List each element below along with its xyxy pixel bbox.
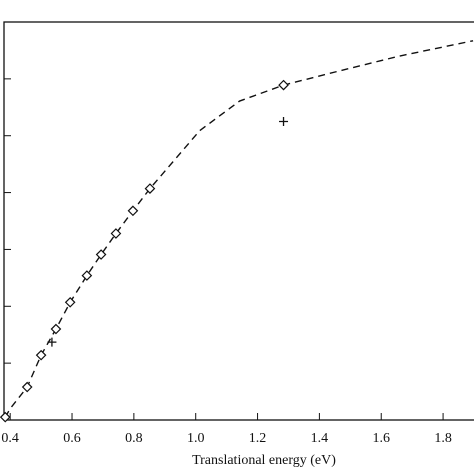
diamond-point [144,183,156,194]
x-tick-label: 0.6 [63,431,81,446]
diamond-point [50,323,62,335]
x-tick-label: 0.8 [125,431,143,446]
x-axis-label: Translational energy (eV) [192,453,336,468]
plot-frame [3,21,474,421]
x-tick-label: 1.0 [187,431,205,446]
plus-point [47,337,57,347]
diamond-point [278,79,289,91]
x-tick-label: 1.6 [372,431,390,446]
x-tick-label: 1.2 [249,431,267,446]
x-tick-label: 0.4 [1,431,19,446]
fit-curve [4,40,474,418]
plus-point [279,117,289,126]
x-tick-label: 1.8 [434,431,452,446]
diamond-point [127,205,139,217]
diamond-point [35,349,47,361]
diamond-point [110,228,122,239]
diamond-point [64,296,76,308]
diamond-point [21,381,33,393]
x-tick-label: 1.4 [311,431,329,446]
diamond-point [95,249,107,260]
diamond-point [0,411,11,423]
diamond-point [81,270,93,281]
